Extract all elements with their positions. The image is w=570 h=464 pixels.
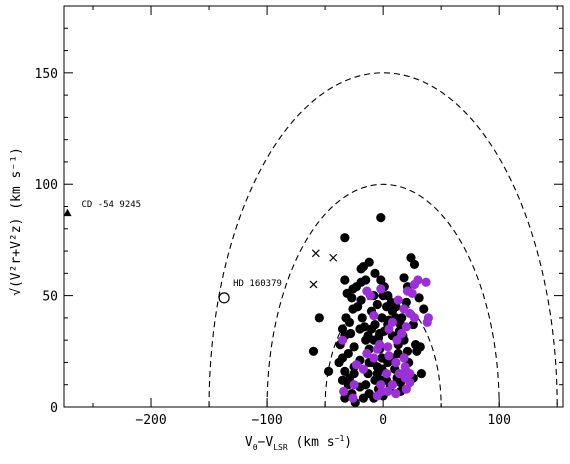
data-point-black — [314, 313, 324, 323]
data-point-black — [399, 273, 409, 283]
data-point-purple — [387, 380, 398, 390]
x-label-minus: −V — [258, 435, 274, 450]
data-point-purple — [348, 393, 358, 403]
data-point-purple — [387, 317, 398, 327]
velocity-circles — [208, 72, 558, 408]
x-label-units: (km s — [288, 435, 335, 450]
data-point-purple — [384, 351, 394, 361]
data-point-black — [375, 328, 385, 339]
data-point-black — [323, 366, 334, 376]
data-point-black — [340, 366, 350, 376]
y-tick-label: 50 — [42, 290, 58, 305]
data-point-black — [348, 304, 358, 314]
axis-ticks — [64, 6, 563, 408]
data-point-black — [409, 259, 420, 270]
data-point-black — [366, 324, 377, 334]
data-point-black — [397, 313, 407, 323]
data-point-black — [355, 324, 365, 334]
data-point-purple — [351, 360, 362, 370]
data-point-purple — [399, 353, 409, 363]
data-point-black — [370, 268, 380, 278]
y-tick-label: 100 — [35, 178, 58, 193]
plot-frame — [63, 5, 564, 408]
data-point-purple — [393, 295, 403, 305]
data-point-black — [347, 293, 357, 303]
data-point-purple — [400, 373, 410, 383]
data-point-purple — [339, 386, 349, 397]
data-point-purple — [369, 311, 379, 321]
annotation-cd-54-9245: CD -54 9245 — [81, 200, 141, 210]
data-point-purple — [372, 391, 382, 401]
data-point-purple — [391, 389, 401, 399]
data-point-black — [377, 313, 387, 323]
x-label-main: V — [245, 435, 253, 450]
data-point-purple — [399, 304, 409, 314]
data-point-black — [412, 346, 422, 356]
data-point-black — [337, 375, 348, 385]
data-point-cd-54-9245 — [63, 208, 72, 217]
data-point-purple — [409, 313, 420, 323]
data-point-purple — [337, 335, 348, 345]
data-point-black — [416, 368, 427, 379]
y-tick-label: 0 — [50, 401, 58, 416]
data-point-hd-160379 — [218, 292, 230, 304]
data-point-purple — [413, 275, 423, 285]
data-point-black — [372, 299, 382, 310]
data-point-purple — [382, 368, 392, 379]
data-point-cross — [311, 249, 320, 258]
data-point-purple — [372, 344, 382, 354]
data-point-purple — [358, 364, 368, 374]
data-point-black — [376, 213, 386, 223]
velocity-circle-50 — [324, 295, 442, 408]
data-point-black — [340, 233, 350, 243]
data-points — [308, 213, 433, 408]
data-point-black — [356, 264, 366, 274]
data-point-black — [334, 357, 344, 368]
data-point-purple — [422, 317, 432, 327]
x-tick-label: −200 — [135, 413, 166, 428]
data-point-black — [349, 368, 359, 379]
data-point-purple — [397, 328, 407, 339]
labeled-markers — [63, 208, 338, 304]
y-axis-label: √(V²r+V²z) (km s⁻¹) — [9, 147, 24, 296]
velocity-circle-100 — [266, 184, 500, 408]
x-tick-label: −100 — [251, 413, 282, 428]
data-point-black — [357, 313, 367, 323]
data-point-black — [414, 293, 424, 303]
data-point-purple — [391, 357, 401, 368]
x-label-sub-lsr: LSR — [273, 443, 288, 452]
data-point-purple — [421, 277, 431, 287]
data-point-black — [349, 342, 359, 352]
data-point-black — [308, 346, 319, 356]
data-point-purple — [401, 322, 411, 332]
data-point-purple — [369, 353, 379, 363]
data-point-black — [419, 304, 429, 314]
x-label-exp: −1 — [335, 434, 345, 443]
x-axis-label: Vθ−VLSR (km s−1) — [245, 434, 352, 452]
data-point-purple — [376, 284, 386, 294]
data-point-black — [344, 317, 355, 327]
data-point-black — [361, 335, 371, 345]
data-point-cross — [309, 280, 318, 289]
y-tick-label: 150 — [35, 67, 58, 82]
x-tick-label: 100 — [487, 413, 510, 428]
x-label-sub-theta: θ — [253, 443, 258, 452]
x-tick-label: 0 — [379, 413, 387, 428]
data-point-cross — [329, 253, 338, 262]
data-point-purple — [392, 335, 402, 345]
data-point-purple — [365, 291, 375, 301]
data-point-purple — [407, 288, 417, 298]
data-point-black — [361, 380, 371, 390]
data-point-purple — [362, 348, 372, 359]
data-point-black — [340, 275, 350, 285]
x-label-close: ) — [344, 435, 352, 450]
annotation-hd-160379: HD 160379 — [233, 279, 282, 289]
data-point-purple — [349, 380, 359, 390]
tick-labels: −200 −100 0 100 0 50 100 150 — [35, 67, 511, 428]
data-point-purple — [383, 342, 393, 352]
